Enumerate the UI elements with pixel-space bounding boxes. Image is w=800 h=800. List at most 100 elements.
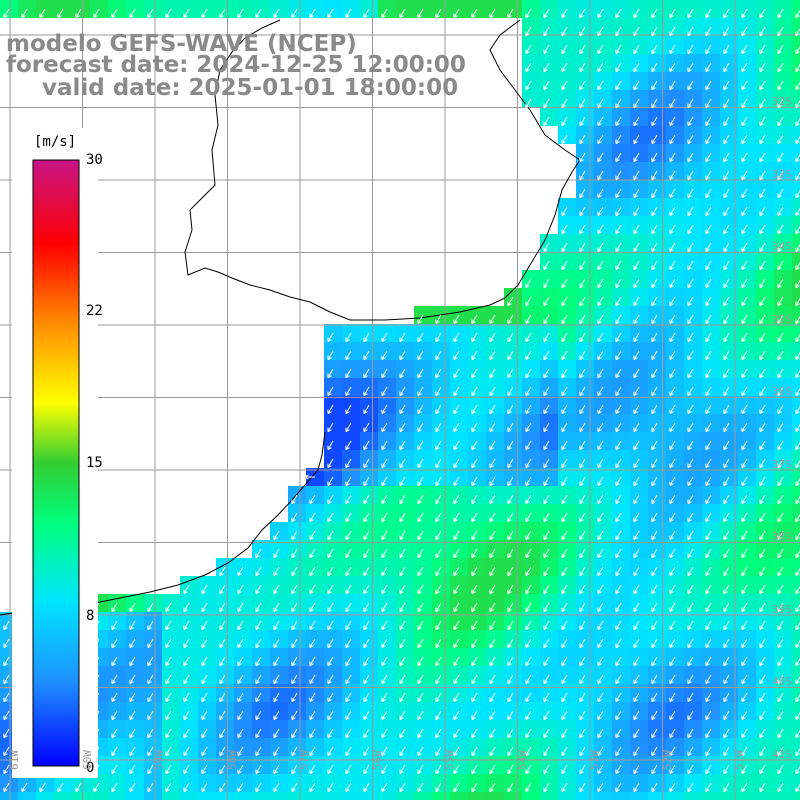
wind-arrow [183,620,190,631]
wind-arrow [381,656,388,667]
wind-arrow [561,350,568,361]
wind-arrow [669,386,676,397]
wind-arrow [453,332,460,343]
wind-arrow [777,638,784,649]
wind-arrow [597,710,604,721]
wind-arrow [453,530,460,541]
wind-arrow [597,314,604,325]
wind-arrow [363,692,370,703]
wind-arrow [327,746,334,757]
wind-arrow [651,26,658,37]
wind-arrow [795,747,800,757]
wind-arrow [795,171,800,181]
wind-arrow [615,566,622,577]
wind-arrow [75,8,82,19]
wind-arrow [705,566,712,577]
wind-arrow [597,656,604,667]
wind-speed-cell [720,792,738,800]
wind-arrow [543,566,550,577]
wind-arrow [129,656,136,667]
wind-speed-cell [36,792,54,800]
wind-arrow [669,44,676,55]
wind-arrow [489,350,496,361]
wind-arrow [687,8,694,19]
wind-arrow [759,134,766,145]
wind-arrow [363,548,370,559]
wind-speed-cell [792,558,800,576]
wind-arrow [111,782,118,793]
wind-arrow [309,638,316,649]
wind-arrow [219,8,226,19]
wind-arrow [741,260,748,271]
wind-arrow [561,386,568,397]
wind-arrow [471,512,478,523]
wind-arrow [633,710,640,721]
wind-arrow [291,638,298,649]
wind-arrow [579,728,586,739]
wind-arrow [651,440,658,451]
wind-arrow [507,422,514,433]
wind-arrow [633,80,640,91]
wind-arrow [507,674,514,685]
wind-arrow [795,531,800,541]
wind-arrow [777,620,784,631]
wind-arrow [615,584,622,595]
wind-arrow [507,404,514,415]
wind-arrow [777,152,784,163]
wind-arrow [381,692,388,703]
wind-arrow [129,692,136,703]
wind-arrow [381,566,388,577]
wind-arrow [741,476,748,487]
wind-arrow [615,314,622,325]
wind-arrow [615,350,622,361]
wind-arrow [795,207,800,217]
wind-arrow [543,746,550,757]
wind-arrow [543,314,550,325]
wind-arrow [759,476,766,487]
wind-arrow [759,548,766,559]
wind-arrow [633,152,640,163]
wind-arrow [633,512,640,523]
wind-arrow [417,440,424,451]
wind-arrow [525,296,532,307]
wind-arrow [543,620,550,631]
wind-arrow [489,314,496,325]
wind-speed-cell [792,396,800,414]
wind-arrow [705,332,712,343]
wind-arrow [363,422,370,433]
wind-arrow [435,746,442,757]
wind-arrow [633,296,640,307]
wind-arrow [381,620,388,631]
latitude-label: 32S [772,95,792,108]
wind-arrow [759,764,766,775]
wind-arrow [777,476,784,487]
wind-arrow [543,278,550,289]
wind-arrow [669,26,676,37]
wind-arrow [795,405,800,415]
wind-arrow [741,296,748,307]
wind-arrow [669,242,676,253]
wind-arrow [417,710,424,721]
wind-arrow [417,332,424,343]
wind-arrow [93,782,100,793]
wind-speed-cell [684,792,702,800]
wind-arrow [687,260,694,271]
wind-arrow [741,134,748,145]
wind-speed-cell [630,792,648,800]
wind-arrow [327,764,334,775]
wind-arrow [705,314,712,325]
wind-arrow [273,764,280,775]
wind-speed-cell [792,594,800,612]
wind-arrow [723,746,730,757]
wind-arrow [291,692,298,703]
wind-arrow [111,8,118,19]
wind-arrow [471,314,478,325]
wind-arrow [435,674,442,685]
wind-arrow [705,26,712,37]
wind-arrow [795,225,800,235]
wind-arrow [165,638,172,649]
wind-arrow [741,278,748,289]
wind-arrow [489,584,496,595]
wind-arrow [219,566,226,577]
latitude-label: 35S [772,312,792,326]
